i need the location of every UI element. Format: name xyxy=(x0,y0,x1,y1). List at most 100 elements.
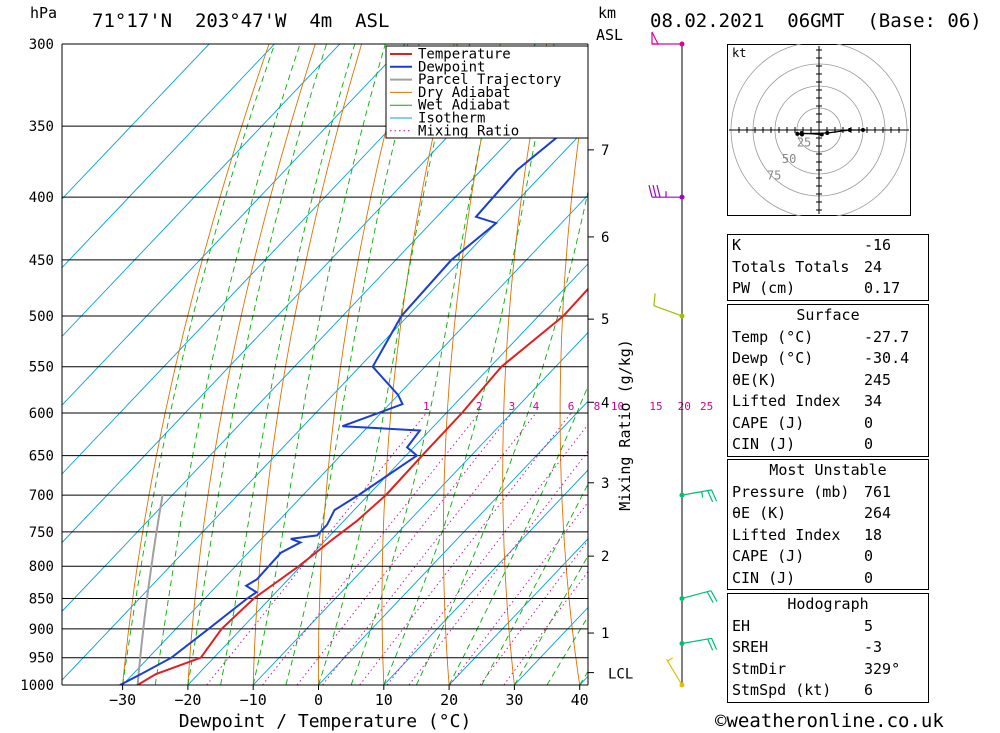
dewpoint-line xyxy=(119,103,588,685)
dry-adiabat-line xyxy=(670,0,717,711)
most-unstable-value: 0 xyxy=(864,547,874,565)
mixing-ratio-tick-label: 25 xyxy=(700,400,713,413)
hodograph-point xyxy=(799,132,804,137)
hodograph-point xyxy=(825,131,830,136)
legend-entry: Isotherm xyxy=(418,111,485,127)
hodograph-point xyxy=(847,128,852,132)
surface-row: Lifted Index 34 xyxy=(728,391,928,413)
copyright-link[interactable]: ©weatheronline.co.uk xyxy=(715,710,944,732)
hodograph-ring-label: 75 xyxy=(767,169,781,183)
index-value: -16 xyxy=(864,236,892,254)
surface-row: Temp (°C) -27.7 xyxy=(728,327,928,349)
wind-barb xyxy=(653,293,683,317)
mixing-ratio-line xyxy=(479,539,588,685)
index-row: K -16 xyxy=(728,235,928,257)
dry-adiabat-line xyxy=(122,44,270,685)
most-unstable-value: 0 xyxy=(864,568,874,587)
surface-row: Dewp (°C) -30.4 xyxy=(728,348,928,370)
surface-label: CAPE (J) xyxy=(732,413,805,432)
hodograph-stat-row: StmDir 329° xyxy=(728,659,928,681)
surface-row: CIN (J) 0 xyxy=(728,434,928,456)
isotherm-line xyxy=(317,400,588,685)
hodograph-stat-label: EH xyxy=(732,616,751,635)
wind-barb xyxy=(681,637,718,651)
wet-adiabat-line xyxy=(187,44,328,685)
isotherm-line xyxy=(62,44,276,269)
surface-value: -30.4 xyxy=(864,349,910,367)
index-row: PW (cm) 0.17 xyxy=(728,278,928,300)
pressure-tick-label: 1000 xyxy=(20,678,54,694)
surface-value: 0 xyxy=(864,413,874,432)
wind-barb xyxy=(651,31,682,45)
km-label: km xyxy=(598,4,617,22)
most-unstable-row: CIN (J) 0 xyxy=(728,568,928,590)
mixing-ratio-line xyxy=(503,570,588,685)
location-title: 71°17'N 203°47'W 4m ASL xyxy=(92,10,390,32)
mixing-ratio-line xyxy=(206,412,427,685)
height-tick-label: 6 xyxy=(601,230,609,246)
mixing-ratio-tick-label: 3 xyxy=(509,400,516,413)
mixing-ratio-tick-label: 4 xyxy=(533,400,540,413)
dry-adiabat-line xyxy=(963,0,1000,711)
height-tick-label: 7 xyxy=(601,143,609,159)
x-axis-title: Dewpoint / Temperature (°C) xyxy=(179,711,472,732)
pressure-tick-label: 700 xyxy=(29,488,54,504)
mixing-ratio-tick-label: 15 xyxy=(649,400,662,413)
dry-adiabat-line xyxy=(917,0,1000,711)
hodograph-stat-row: StmSpd (kt) 6 xyxy=(728,680,928,702)
surface-label: CIN (J) xyxy=(732,435,796,453)
hodograph-ring-label: 50 xyxy=(782,152,796,166)
mixing-ratio-tick-label: 2 xyxy=(476,400,483,413)
wet-adiabat-line xyxy=(350,44,503,685)
surface-label: Temp (°C) xyxy=(732,327,814,346)
most-unstable-value: 761 xyxy=(864,482,892,501)
temperature-tick-label: 20 xyxy=(440,691,458,709)
temperature-line xyxy=(137,287,588,685)
pressure-tick-label: 950 xyxy=(29,651,54,667)
hodograph-stats-panel: Hodograph EH 5 SREH -3 StmDir 329° StmSpd (kt)… xyxy=(727,593,929,703)
mixing-ratio-axis-title: Mixing Ratio (g/kg) xyxy=(616,339,634,511)
pressure-tick-label: 900 xyxy=(29,622,54,638)
pressure-tick-label: 550 xyxy=(29,360,54,376)
index-value: 24 xyxy=(864,257,883,276)
isotherm-line xyxy=(62,125,588,681)
temperature-tick-label: −10 xyxy=(240,691,267,709)
hodograph-stat-label: StmDir xyxy=(732,659,787,678)
mixing-ratio-line xyxy=(359,412,572,685)
most-unstable-row: Lifted Index 18 xyxy=(728,525,928,547)
parcel-trajectory-line xyxy=(136,494,164,685)
pressure-tick-label: 600 xyxy=(29,406,54,422)
wind-barb xyxy=(681,489,718,503)
indices-panel: K -16 Totals Totals 24 PW (cm) 0.17 xyxy=(727,234,929,301)
hodograph-point xyxy=(795,131,800,136)
temperature-tick-label: 40 xyxy=(571,691,589,709)
most-unstable-label: CAPE (J) xyxy=(732,547,805,565)
pressure-tick-label: 450 xyxy=(29,253,54,269)
mixing-ratio-tick-label: 20 xyxy=(678,400,691,413)
pressure-tick-label: 300 xyxy=(29,37,54,53)
mixing-ratio-line xyxy=(296,412,513,685)
wet-adiabat-line xyxy=(154,44,301,685)
most-unstable-value: 264 xyxy=(864,504,892,522)
most-unstable-title: Most Unstable xyxy=(769,461,887,479)
most-unstable-value: 18 xyxy=(864,525,883,544)
surface-value: 245 xyxy=(864,370,892,389)
hodograph-stat-label: StmSpd (kt) xyxy=(732,681,832,699)
pressure-tick-label: 350 xyxy=(29,119,54,135)
height-tick-label: 1 xyxy=(601,626,609,642)
hodograph-stat-value: 329° xyxy=(864,659,901,678)
wind-barb xyxy=(681,590,718,603)
surface-row: θE(K) 245 xyxy=(728,370,928,392)
hodograph-point xyxy=(861,128,865,132)
mixing-ratio-tick-label: 6 xyxy=(568,400,575,413)
hpa-label: hPa xyxy=(30,4,58,22)
isotherm-line xyxy=(383,469,588,685)
pressure-tick-label: 650 xyxy=(29,449,54,465)
surface-title: Surface xyxy=(796,306,860,324)
wet-adiabat-line xyxy=(383,44,555,685)
hodograph-stat-value: -3 xyxy=(864,638,883,656)
surface-row: CAPE (J) 0 xyxy=(728,413,928,435)
isotherm-line xyxy=(252,331,588,685)
hodograph-point xyxy=(819,132,824,137)
